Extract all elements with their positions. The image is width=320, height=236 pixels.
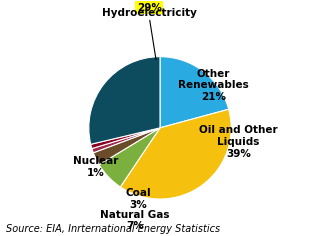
Wedge shape [160, 57, 229, 128]
Text: Other
Renewables
21%: Other Renewables 21% [178, 68, 249, 102]
Wedge shape [89, 57, 160, 144]
Text: Hydroelectricity: Hydroelectricity [102, 8, 197, 17]
Wedge shape [91, 128, 160, 149]
Text: 29%: 29% [137, 3, 162, 13]
Text: Oil and Other
Liquids
39%: Oil and Other Liquids 39% [199, 126, 278, 159]
Text: Coal
3%: Coal 3% [126, 188, 151, 210]
Text: Natural Gas
7%: Natural Gas 7% [100, 210, 170, 231]
Wedge shape [99, 128, 160, 187]
Wedge shape [93, 128, 160, 165]
Text: Nuclear
1%: Nuclear 1% [73, 156, 119, 178]
Wedge shape [92, 128, 160, 153]
Text: Source: EIA, Inrternational Energy Statistics: Source: EIA, Inrternational Energy Stati… [6, 224, 220, 234]
Wedge shape [120, 109, 231, 199]
